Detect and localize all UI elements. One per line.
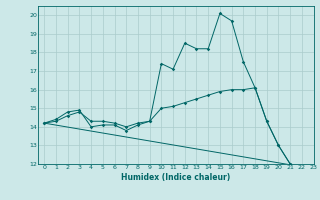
X-axis label: Humidex (Indice chaleur): Humidex (Indice chaleur) [121, 173, 231, 182]
